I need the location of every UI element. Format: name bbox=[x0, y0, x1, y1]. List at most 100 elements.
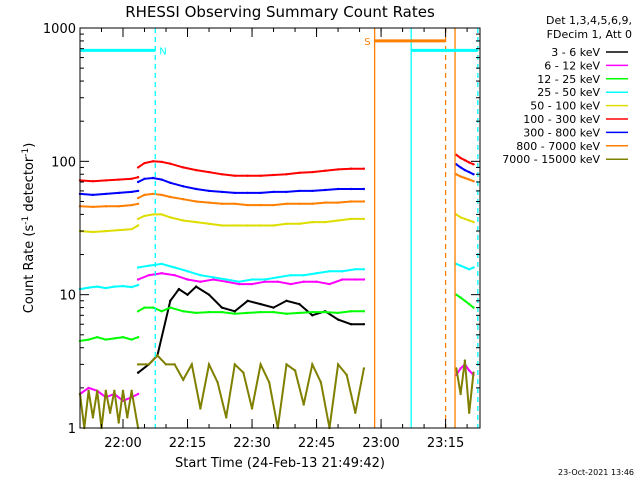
data-point bbox=[349, 200, 353, 203]
data-point bbox=[96, 389, 99, 392]
x-tick-label: 22:30 bbox=[233, 436, 270, 451]
data-point bbox=[336, 311, 340, 315]
series-300-800-kev bbox=[78, 163, 475, 197]
data-point bbox=[207, 189, 211, 193]
data-point bbox=[459, 175, 462, 178]
data-point bbox=[113, 285, 116, 288]
data-point bbox=[151, 306, 155, 309]
data-point bbox=[285, 190, 288, 194]
data-point bbox=[136, 336, 140, 339]
event-bar-label: S bbox=[364, 37, 370, 48]
data-point bbox=[233, 363, 236, 366]
data-point bbox=[199, 407, 202, 410]
data-point bbox=[136, 363, 140, 366]
data-point bbox=[268, 381, 271, 384]
data-point bbox=[130, 389, 133, 392]
data-point bbox=[285, 202, 288, 205]
data-point bbox=[136, 166, 140, 169]
data-point bbox=[173, 363, 176, 366]
data-point bbox=[311, 170, 314, 174]
data-point bbox=[147, 264, 150, 267]
data-point bbox=[328, 282, 331, 286]
data-point bbox=[182, 198, 185, 201]
data-point bbox=[311, 202, 314, 205]
data-point bbox=[315, 272, 318, 275]
data-point bbox=[349, 187, 353, 191]
data-point bbox=[164, 363, 168, 366]
data-point bbox=[362, 200, 366, 203]
data-point bbox=[160, 160, 163, 164]
data-point bbox=[130, 203, 133, 207]
data-point bbox=[136, 189, 140, 193]
series-line bbox=[79, 284, 139, 291]
data-point bbox=[336, 187, 340, 191]
y-tick-label: 100 bbox=[51, 155, 76, 170]
data-point bbox=[362, 167, 366, 170]
data-point bbox=[472, 173, 475, 176]
series-50-100-kev bbox=[78, 213, 475, 234]
data-point bbox=[87, 389, 90, 392]
legend-label: 12 - 25 keV bbox=[537, 73, 600, 86]
data-point bbox=[113, 389, 116, 392]
data-point bbox=[459, 367, 462, 370]
series-line bbox=[79, 390, 140, 429]
data-point bbox=[130, 338, 133, 341]
data-point bbox=[272, 190, 275, 194]
data-point bbox=[468, 178, 471, 181]
data-point bbox=[212, 278, 215, 281]
data-point bbox=[354, 411, 357, 414]
series-line bbox=[137, 192, 364, 207]
data-point bbox=[285, 299, 288, 302]
series-line bbox=[137, 160, 364, 177]
data-point bbox=[472, 180, 475, 183]
data-point bbox=[242, 371, 245, 374]
data-point bbox=[285, 312, 288, 315]
data-point bbox=[272, 173, 275, 177]
data-point bbox=[225, 278, 228, 281]
data-point bbox=[285, 173, 288, 176]
data-point bbox=[169, 181, 172, 184]
data-point bbox=[298, 302, 301, 306]
data-point bbox=[96, 336, 99, 339]
data-point bbox=[169, 162, 172, 165]
data-point bbox=[472, 220, 475, 224]
data-point bbox=[362, 268, 366, 271]
data-point bbox=[472, 371, 475, 374]
data-point bbox=[302, 403, 305, 406]
series-100-300-kev bbox=[78, 153, 475, 183]
data-point bbox=[182, 378, 185, 381]
data-point bbox=[104, 229, 108, 233]
data-point bbox=[220, 202, 224, 205]
data-point bbox=[87, 286, 90, 289]
data-point bbox=[194, 200, 198, 203]
data-point bbox=[463, 217, 467, 221]
data-point bbox=[190, 363, 193, 366]
data-point bbox=[91, 230, 95, 234]
y-label-sup-2: -1 bbox=[21, 148, 31, 157]
data-point bbox=[311, 220, 314, 224]
legend-label: 100 - 300 keV bbox=[523, 113, 600, 126]
data-point bbox=[336, 219, 340, 222]
data-point bbox=[272, 224, 275, 227]
data-point bbox=[233, 191, 236, 195]
data-point bbox=[272, 310, 275, 314]
series-line bbox=[79, 336, 139, 342]
data-point bbox=[113, 337, 116, 340]
data-point bbox=[289, 282, 292, 286]
data-point bbox=[104, 338, 108, 341]
data-point bbox=[182, 310, 185, 313]
data-point bbox=[104, 389, 108, 392]
data-point bbox=[136, 310, 140, 313]
data-point bbox=[182, 219, 185, 222]
data-point bbox=[472, 266, 475, 269]
data-point bbox=[186, 270, 189, 273]
data-point bbox=[136, 278, 140, 281]
series-800-7000-kev bbox=[78, 173, 475, 209]
data-point bbox=[472, 306, 475, 309]
data-point bbox=[91, 193, 95, 197]
data-point bbox=[259, 191, 262, 195]
data-point bbox=[362, 278, 366, 281]
data-point bbox=[104, 192, 108, 196]
x-tick-label: 23:15 bbox=[427, 436, 464, 451]
data-point bbox=[345, 373, 348, 377]
